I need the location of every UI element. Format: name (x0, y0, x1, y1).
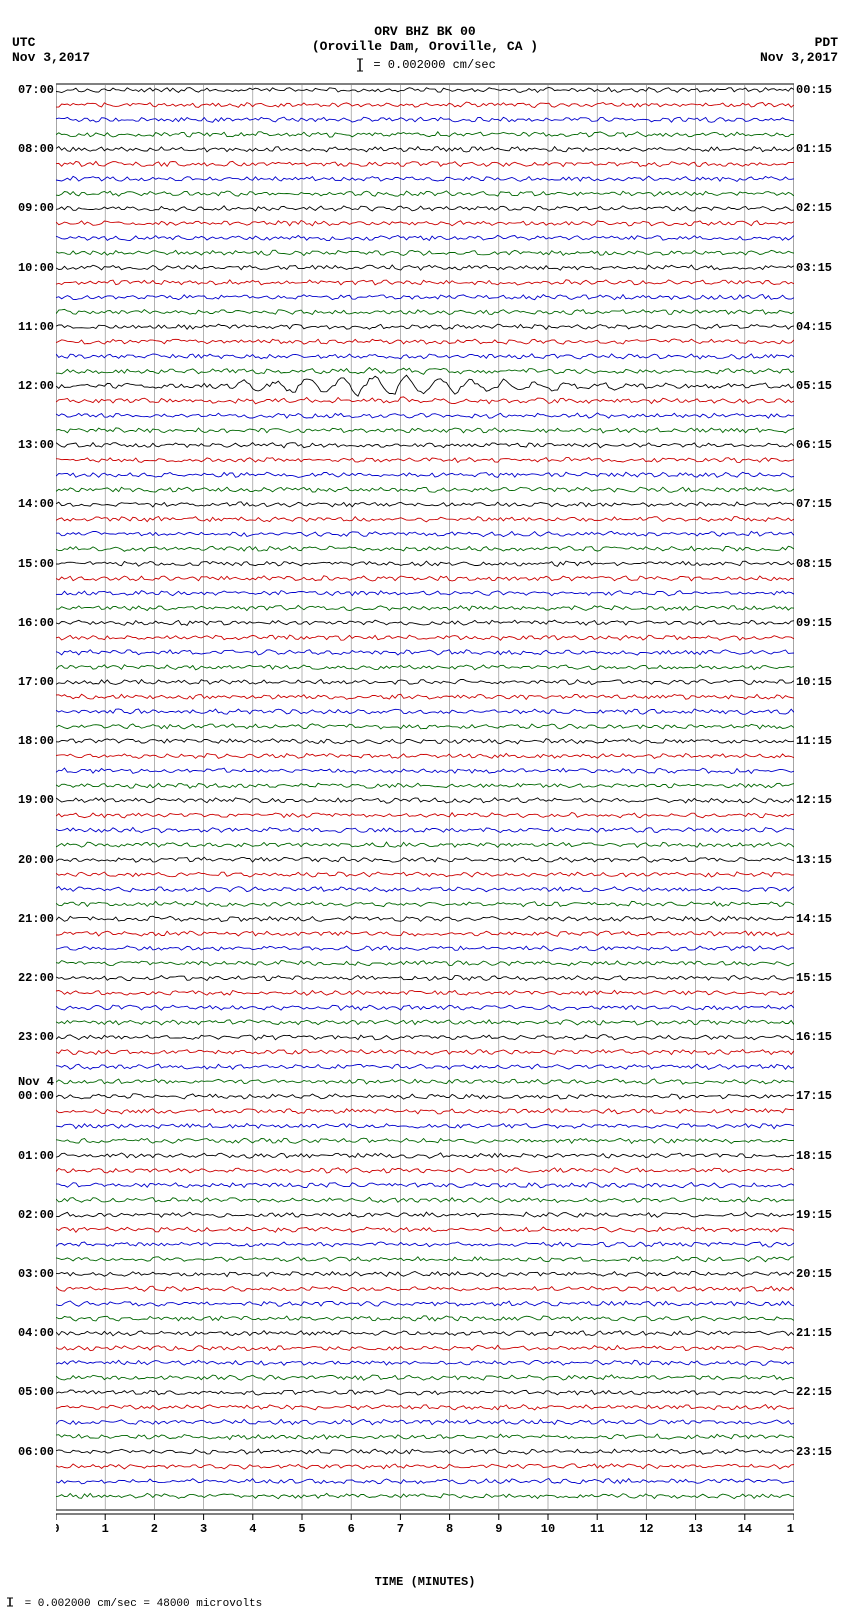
pdt-hour-label: 18:15 (796, 1150, 848, 1162)
svg-text:11: 11 (590, 1522, 604, 1536)
pdt-hour-label: 23:15 (796, 1446, 848, 1458)
tz-right-date: Nov 3,2017 (760, 51, 838, 66)
tz-left-name: UTC (12, 36, 90, 51)
utc-hour-label: 20:00 (2, 854, 54, 866)
utc-hour-label: 23:00 (2, 1031, 54, 1043)
svg-text:5: 5 (298, 1522, 305, 1536)
utc-hour-label: 01:00 (2, 1150, 54, 1162)
footer-text: = 0.002000 cm/sec = 48000 microvolts (25, 1598, 263, 1610)
pdt-hour-label: 00:15 (796, 84, 848, 96)
utc-hour-label: 04:00 (2, 1327, 54, 1339)
pdt-hour-label: 21:15 (796, 1327, 848, 1339)
svg-text:7: 7 (397, 1522, 404, 1536)
utc-hour-label: 21:00 (2, 913, 54, 925)
pdt-hour-label: 10:15 (796, 676, 848, 688)
pdt-hour-label: 07:15 (796, 498, 848, 510)
pdt-hour-label: 16:15 (796, 1031, 848, 1043)
pdt-hour-label: 15:15 (796, 972, 848, 984)
utc-hour-label: 19:00 (2, 794, 54, 806)
svg-text:2: 2 (151, 1522, 158, 1536)
scale-label: = 0.002000 cm/sec (0, 58, 850, 72)
pdt-hour-label: 17:15 (796, 1090, 848, 1102)
pdt-hour-label: 04:15 (796, 321, 848, 333)
tz-left-date: Nov 3,2017 (12, 51, 90, 66)
utc-hour-label: 12:00 (2, 380, 54, 392)
pdt-hour-label: 03:15 (796, 262, 848, 274)
pdt-hour-label: 08:15 (796, 558, 848, 570)
pdt-hour-label: 20:15 (796, 1268, 848, 1280)
pdt-hour-label: 13:15 (796, 854, 848, 866)
utc-hour-label: 14:00 (2, 498, 54, 510)
svg-text:4: 4 (249, 1522, 256, 1536)
svg-text:6: 6 (348, 1522, 355, 1536)
utc-hour-label: 18:00 (2, 735, 54, 747)
pdt-hour-label: 02:15 (796, 202, 848, 214)
utc-hour-label: 22:00 (2, 972, 54, 984)
svg-text:15: 15 (787, 1522, 794, 1536)
pdt-hour-label: 09:15 (796, 617, 848, 629)
pdt-hour-label: 22:15 (796, 1386, 848, 1398)
timezone-left: UTC Nov 3,2017 (12, 36, 90, 66)
pdt-hour-label: 19:15 (796, 1209, 848, 1221)
pdt-hour-label: 01:15 (796, 143, 848, 155)
scale-text: = 0.002000 cm/sec (373, 58, 495, 72)
svg-text:9: 9 (495, 1522, 502, 1536)
utc-hour-label: 02:00 (2, 1209, 54, 1221)
utc-hour-label: 03:00 (2, 1268, 54, 1280)
svg-text:14: 14 (738, 1522, 752, 1536)
pdt-hour-label: 06:15 (796, 439, 848, 451)
svg-text:3: 3 (200, 1522, 207, 1536)
utc-hour-label: 16:00 (2, 617, 54, 629)
location-title: (Oroville Dam, Oroville, CA ) (0, 39, 850, 54)
utc-hour-label: 15:00 (2, 558, 54, 570)
svg-text:8: 8 (446, 1522, 453, 1536)
pdt-hour-label: 05:15 (796, 380, 848, 392)
station-title: ORV BHZ BK 00 (0, 24, 850, 39)
utc-hour-label: 17:00 (2, 676, 54, 688)
day-marker: Nov 4 (2, 1076, 54, 1088)
utc-hour-label: 05:00 (2, 1386, 54, 1398)
pdt-time-labels: 00:15 01:15 02:15 03:15 04:15 05:15 06:15 07:15… (796, 80, 848, 1541)
utc-hour-label: 08:00 (2, 143, 54, 155)
utc-time-labels: 07:00 08:00 09:00 10:00 11:00 12:00 13:00 14:00… (2, 80, 54, 1541)
pdt-hour-label: 11:15 (796, 735, 848, 747)
seismogram-plot: 0123456789101112131415 (56, 80, 794, 1571)
seismogram-container: ORV BHZ BK 00 (Oroville Dam, Oroville, C… (0, 0, 850, 1620)
svg-text:1: 1 (102, 1522, 109, 1536)
svg-text:10: 10 (541, 1522, 555, 1536)
utc-hour-label: 06:00 (2, 1446, 54, 1458)
plot-area: 07:0008:0009:0010:0011:0012:0013:0014:00… (56, 80, 794, 1591)
utc-hour-label: 07:00 (2, 84, 54, 96)
pdt-hour-label: 14:15 (796, 913, 848, 925)
utc-hour-label: 11:00 (2, 321, 54, 333)
utc-hour-label: 09:00 (2, 202, 54, 214)
x-axis-label: TIME (MINUTES) (56, 1575, 794, 1589)
footer: = 0.002000 cm/sec = 48000 microvolts (0, 1591, 850, 1620)
scale-bar-icon (4, 1597, 18, 1609)
utc-hour-label: 10:00 (2, 262, 54, 274)
timezone-right: PDT Nov 3,2017 (760, 36, 838, 66)
header: ORV BHZ BK 00 (Oroville Dam, Oroville, C… (0, 0, 850, 80)
pdt-hour-label: 12:15 (796, 794, 848, 806)
svg-text:0: 0 (56, 1522, 60, 1536)
tz-right-name: PDT (760, 36, 838, 51)
utc-hour-label: 13:00 (2, 439, 54, 451)
svg-text:13: 13 (688, 1522, 702, 1536)
utc-hour-label: 00:00 (2, 1090, 54, 1102)
svg-text:12: 12 (639, 1522, 653, 1536)
